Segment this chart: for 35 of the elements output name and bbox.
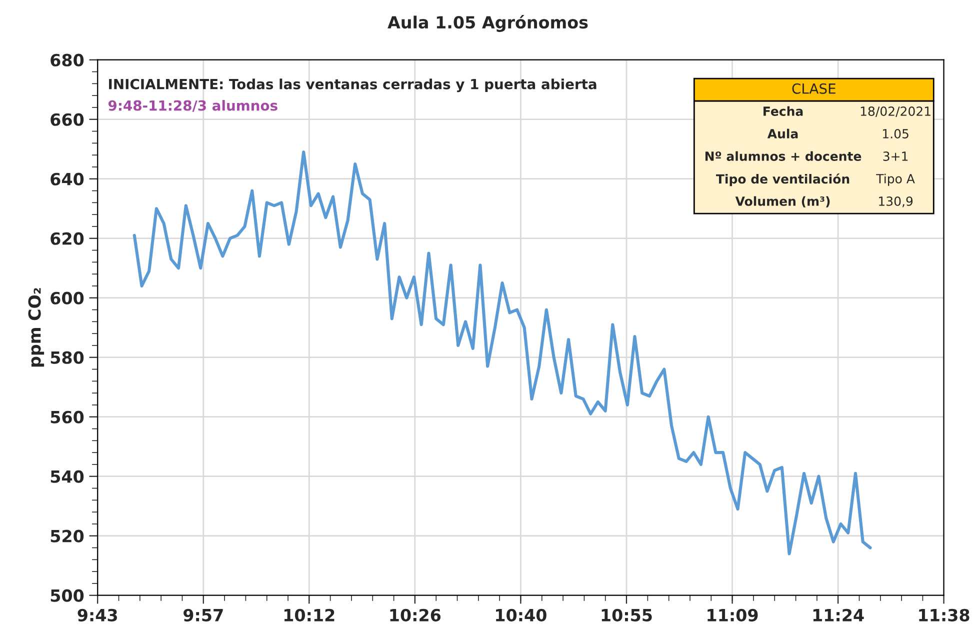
annotation: Aula	[767, 128, 798, 138]
chart-title: Aula 1.05 Agrónomos	[388, 15, 588, 32]
annotation: Tipo A	[876, 174, 915, 186]
annotation: 3+1	[883, 151, 908, 161]
annotation: 130,9	[879, 196, 913, 208]
y-tick-label: 540	[50, 470, 84, 483]
x-tick-label: 11:38	[919, 608, 970, 622]
annotation: Tipo de ventilación	[716, 174, 850, 186]
y-tick-label: 680	[50, 54, 84, 66]
line-series	[132, 150, 872, 556]
x-tick-label: 10:40	[496, 608, 546, 622]
x-tick-label: 10:12	[284, 608, 334, 622]
x-tick-label: 10:55	[602, 608, 652, 622]
y-tick-label: 640	[50, 172, 84, 186]
x-tick-label: 10:26	[390, 608, 441, 622]
y-tick-label: 500	[50, 589, 84, 602]
annotation: 1.05	[883, 128, 908, 138]
x-tick-label: 9:57	[184, 608, 223, 622]
y-axis-title: ppm CO₂	[28, 288, 44, 367]
y-tick-label: 600	[50, 292, 84, 304]
y-tick-label: 660	[50, 113, 84, 126]
y-tick-label: 580	[50, 351, 84, 364]
annotation: INICIALMENTE: Todas las ventanas cerradas y 1 puerta abierta	[109, 78, 596, 92]
annotation: 18/02/2021	[860, 106, 930, 117]
x-tick-label: 9:43	[78, 608, 118, 622]
y-tick-label: 620	[50, 232, 84, 245]
x-tick-label: 11:09	[708, 608, 758, 622]
x-tick-label: 11:24	[813, 608, 864, 622]
annotation: Fecha	[764, 106, 803, 116]
annotation: Nº alumnos + docente	[705, 151, 862, 161]
annotation: CLASE	[792, 83, 836, 94]
annotation: 9:48-11:28/3 alumnos	[108, 100, 278, 112]
y-tick-label: 560	[50, 410, 84, 424]
annotation: Volumen (m³)	[735, 196, 830, 208]
y-tick-label: 520	[50, 530, 84, 542]
